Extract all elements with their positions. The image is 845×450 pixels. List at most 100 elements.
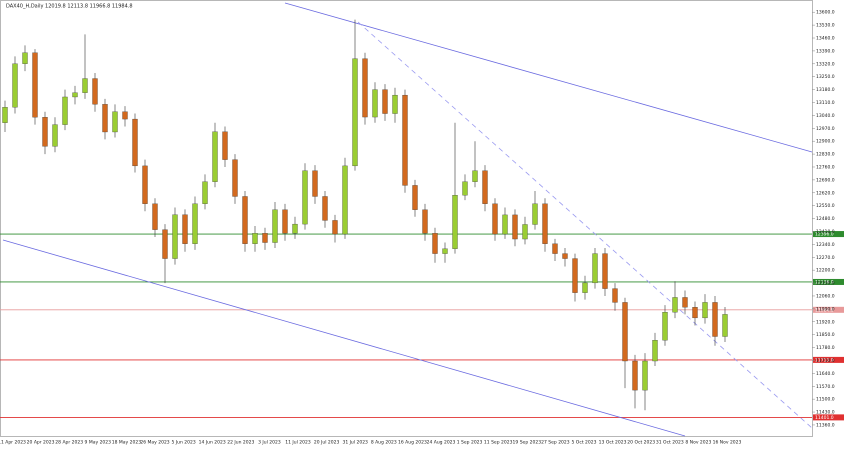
candle-body: [632, 360, 638, 391]
x-tick-label: 5 Jun 2023: [171, 440, 195, 446]
candle-body: [2, 107, 8, 123]
candle-body: [422, 209, 428, 234]
x-tick-label: 11 Apr 2023: [0, 440, 26, 446]
y-tick-label: 12200.0: [816, 268, 835, 274]
candle-body: [232, 159, 238, 197]
y-tick-label: 12130.0: [816, 281, 835, 287]
candle-body: [292, 223, 298, 234]
y-tick-label: 11990.0: [816, 306, 835, 312]
y-tick-label: 13110.0: [816, 100, 835, 106]
x-tick-label: 28 Apr 2023: [55, 440, 83, 446]
candle-body: [22, 52, 28, 64]
x-tick-label: 26 May 2023: [140, 440, 169, 446]
y-tick-label: 11640.0: [816, 371, 835, 377]
x-tick-label: 20 Oct 2023: [627, 440, 655, 446]
x-tick-label: 31 Oct 2023: [656, 440, 684, 446]
y-tick-label: 13250.0: [816, 74, 835, 80]
level-tag: [813, 306, 844, 313]
x-tick-label: 27 Sep 2023: [541, 440, 570, 446]
x-tick-label: 3 Jul 2023: [258, 440, 281, 446]
candle-body: [272, 209, 278, 243]
candle-body: [132, 118, 138, 167]
candle-body: [562, 253, 568, 259]
level-label: 11984.8: [815, 307, 834, 313]
candle-body: [52, 124, 58, 147]
y-tick-label: 13390.0: [816, 48, 835, 54]
x-tick-label: 11 Jul 2023: [285, 440, 311, 446]
x-tick-label: 8 Aug 2023: [371, 440, 397, 446]
candle-body: [332, 220, 338, 235]
y-tick-label: 13320.0: [816, 61, 835, 67]
candle-body: [532, 203, 538, 225]
y-tick-label: 12970.0: [816, 126, 835, 132]
y-tick-label: 12830.0: [816, 152, 835, 158]
x-tick-label: 1 Sep 2023: [457, 440, 483, 446]
candle-body: [612, 288, 618, 303]
x-tick-label: 19 Sep 2023: [513, 440, 542, 446]
x-tick-label: 22 Jun 2023: [227, 440, 254, 446]
candle-body: [442, 248, 448, 254]
candle-body: [172, 214, 178, 259]
x-tick-label: 13 Oct 2023: [599, 440, 627, 446]
candle-body: [492, 203, 498, 235]
x-tick-label: 31 Jul 2023: [342, 440, 368, 446]
candle-body: [262, 233, 268, 243]
candle-body: [722, 314, 728, 337]
y-tick-label: 11500.0: [816, 397, 835, 403]
candle-body: [72, 92, 78, 98]
candle-body: [482, 170, 488, 204]
candle-body: [252, 233, 258, 244]
level-label: 11401.0: [815, 415, 834, 421]
trend-line-dashed: [357, 21, 813, 429]
candle-body: [432, 233, 438, 254]
candle-body: [182, 214, 188, 244]
y-tick-label: 11710.0: [816, 358, 835, 364]
x-tick-label: 16 Nov 2023: [713, 440, 742, 446]
candle-body: [382, 89, 388, 114]
candle-body: [622, 302, 628, 362]
candle-body: [322, 196, 328, 221]
chart-title: DAX40_H,Daily 12019.8 12113.8 11966.8 11…: [6, 4, 133, 10]
candle-body: [242, 196, 248, 244]
level-label: 12136.0: [815, 279, 834, 285]
candle-body: [652, 340, 658, 362]
candle-body: [42, 117, 48, 147]
x-tick-label: 14 Jun 2023: [199, 440, 226, 446]
y-tick-label: 12620.0: [816, 190, 835, 196]
candle-body: [642, 360, 648, 391]
candle-body: [32, 52, 38, 118]
y-tick-label: 13530.0: [816, 23, 835, 29]
y-tick-label: 12480.0: [816, 216, 835, 222]
y-tick-label: 11850.0: [816, 332, 835, 338]
x-tick-label: 20 Jul 2023: [314, 440, 340, 446]
y-tick-label: 13460.0: [816, 36, 835, 42]
y-tick-label: 12900.0: [816, 139, 835, 145]
x-tick-label: 5 Oct 2023: [572, 440, 597, 446]
candle-body: [12, 63, 18, 108]
y-tick-label: 11780.0: [816, 345, 835, 351]
candle-body: [672, 297, 678, 313]
candle-body: [192, 203, 198, 244]
candle-body: [542, 203, 548, 244]
candle-body: [402, 94, 408, 186]
candle-body: [212, 131, 218, 182]
level-tag: [813, 278, 844, 285]
candle-body: [122, 111, 128, 120]
x-tick-label: 8 Nov 2023: [685, 440, 711, 446]
candles: [2, 19, 728, 411]
candle-body: [62, 96, 68, 125]
x-tick-label: 11 Sep 2023: [484, 440, 513, 446]
candle-body: [392, 94, 398, 114]
candle-body: [302, 170, 308, 225]
candle-body: [372, 89, 378, 118]
candle-body: [462, 181, 468, 196]
y-tick-label: 11920.0: [816, 319, 835, 325]
candle-body: [342, 165, 348, 235]
candle-body: [712, 302, 718, 337]
candle-body: [572, 258, 578, 293]
candle-body: [512, 214, 518, 240]
trend-line: [284, 2, 813, 153]
candle-body: [312, 170, 318, 197]
level-tag: [813, 414, 844, 421]
y-tick-label: 12060.0: [816, 293, 835, 299]
